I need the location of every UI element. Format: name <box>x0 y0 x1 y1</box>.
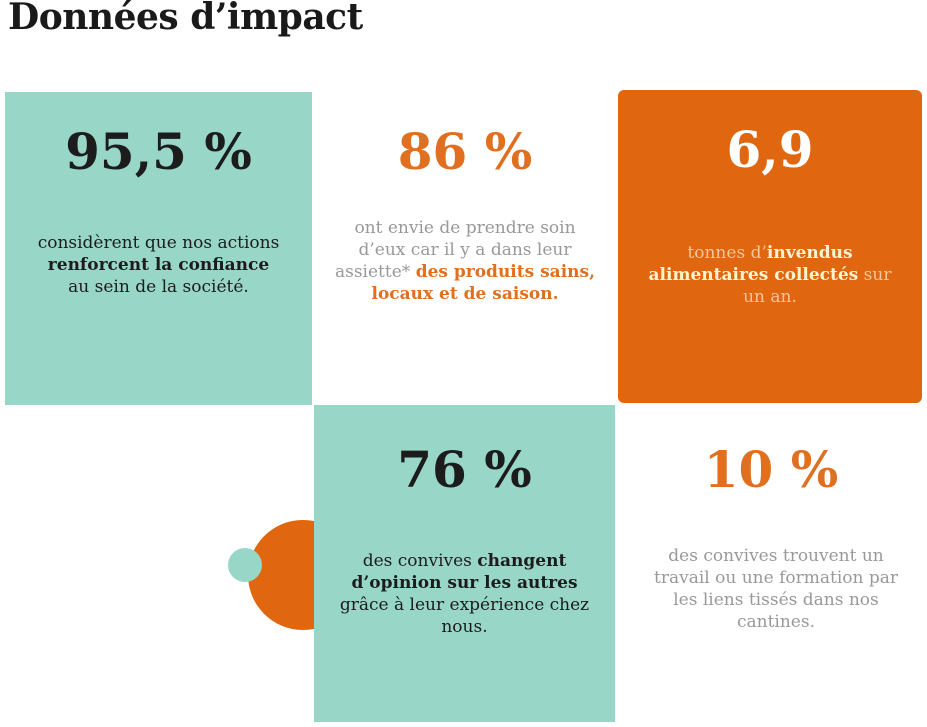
page-title: Données d’impact <box>8 0 363 38</box>
stat-card-unsold-food: 6,9 tonnes d’invendus alimentaires colle… <box>618 90 922 403</box>
stat-card-employment: 10 % des convives trouvent un travail ou… <box>615 405 927 722</box>
stat-card-healthy-products: 86 % ont envie de prendre soin d’eux car… <box>312 92 618 405</box>
stat-value: 86 % <box>397 122 533 181</box>
stat-value: 95,5 % <box>65 122 252 181</box>
stat-description: considèrent que nos actions renforcent l… <box>37 233 280 297</box>
stat-value: 6,9 <box>726 120 814 179</box>
stat-value: 10 % <box>703 440 839 499</box>
decorative-teal-circle <box>228 548 262 582</box>
stat-description: tonnes d’invendus alimentaires collectés… <box>648 243 892 307</box>
stat-description: ont envie de prendre soin d’eux car il y… <box>334 218 596 304</box>
stat-description: des convives trouvent un travail ou une … <box>654 546 898 632</box>
stat-description: des convives changent d’opinion sur les … <box>339 551 590 637</box>
stat-card-confidence: 95,5 % considèrent que nos actions renfo… <box>5 92 312 405</box>
stat-value: 76 % <box>397 440 532 499</box>
stat-card-opinion-change: 76 % des convives changent d’opinion sur… <box>314 405 615 722</box>
